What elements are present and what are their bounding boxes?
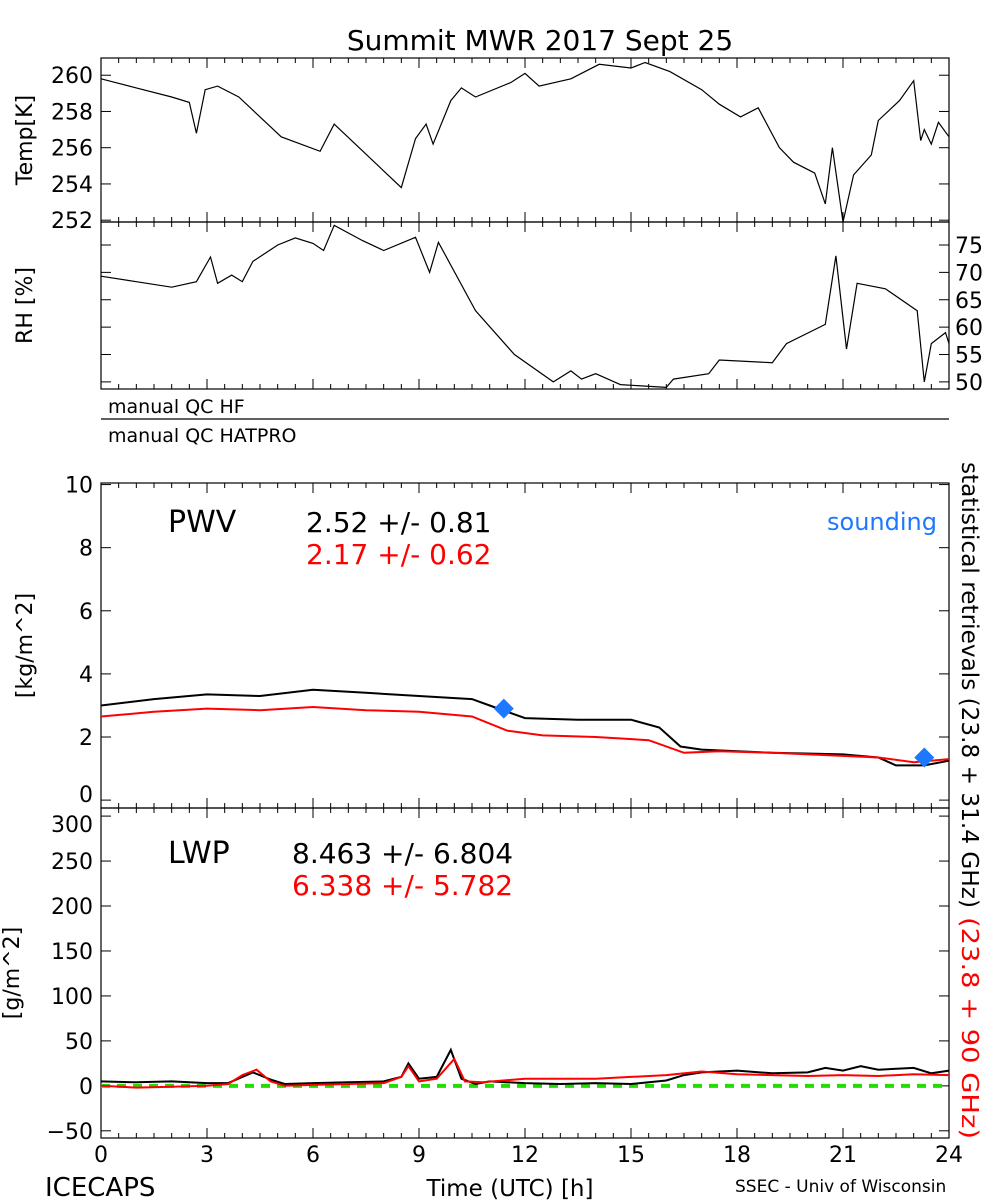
y-tick-label: 252 bbox=[51, 209, 93, 234]
x-tick-label: 21 bbox=[829, 1143, 857, 1168]
y-tick-label: 70 bbox=[955, 261, 983, 286]
panel-frame bbox=[100, 57, 950, 223]
series-line-0 bbox=[100, 61, 950, 223]
footer-left: ICECAPS bbox=[45, 1173, 155, 1200]
y-tick-label: 254 bbox=[51, 173, 93, 198]
sounding-label: sounding bbox=[827, 508, 937, 536]
y-tick-label: 260 bbox=[51, 64, 93, 89]
stats-text: 2.17 +/- 0.62 bbox=[306, 538, 492, 571]
y-tick-label: 60 bbox=[955, 316, 983, 341]
panel-2: 0 2 4 6 8 10 [kg/m^2] sounding PWV 2.52 +/- 0.812… bbox=[13, 474, 950, 809]
x-tick-label: 6 bbox=[306, 1143, 320, 1168]
panel-0: 252 254 256 258 260 Temp[K] bbox=[13, 57, 950, 234]
qc-hatpro-label: manual QC HATPRO bbox=[108, 425, 297, 447]
y-tick-label: 258 bbox=[51, 100, 93, 125]
sounding-marker bbox=[914, 747, 935, 768]
y-tick-label: 50 bbox=[955, 371, 983, 396]
y-tick-label: 300 bbox=[51, 813, 93, 838]
right-label-black: statistical retrievals (23.8 + 31.4 GHz) bbox=[956, 462, 982, 908]
sounding-marker bbox=[493, 698, 514, 719]
y-tick-label: 100 bbox=[51, 985, 93, 1010]
xaxis-title: Time (UTC) [h] bbox=[426, 1176, 594, 1200]
x-tick-label: 18 bbox=[723, 1143, 751, 1168]
panel-frame bbox=[100, 221, 950, 390]
y-axis-label: Temp[K] bbox=[13, 95, 38, 186]
x-tick-label: 24 bbox=[935, 1143, 963, 1168]
y-tick-label: 8 bbox=[79, 537, 93, 562]
y-tick-label: 256 bbox=[51, 137, 93, 162]
y-tick-label: 2 bbox=[79, 726, 93, 751]
series-line-1 bbox=[100, 705, 950, 764]
y-axis-label: [g/m^2] bbox=[0, 927, 25, 1019]
panel-3: −50 0 50 100 150 200 250 300 [g/m^2] LWP 8.463 +/-… bbox=[0, 807, 950, 1145]
y-tick-label: 55 bbox=[955, 344, 983, 369]
y-tick-label: 4 bbox=[79, 663, 93, 688]
y-tick-label: 65 bbox=[955, 289, 983, 314]
y-tick-label: 0 bbox=[79, 783, 93, 808]
right-label-red: (23.8 + 90 GHz) bbox=[956, 917, 982, 1139]
series-line-1 bbox=[100, 1057, 950, 1089]
x-tick-label: 0 bbox=[94, 1143, 108, 1168]
series-line-0 bbox=[100, 1047, 950, 1086]
y-axis-label: RH [%] bbox=[13, 267, 38, 344]
stats-text: 6.338 +/- 5.782 bbox=[292, 869, 513, 902]
y-tick-label: 150 bbox=[51, 940, 93, 965]
x-tick-label: 9 bbox=[412, 1143, 426, 1168]
y-axis-label: [kg/m^2] bbox=[13, 593, 38, 698]
y-tick-label: 0 bbox=[79, 1075, 93, 1100]
qc-hf-label: manual QC HF bbox=[108, 396, 245, 418]
y-tick-label: 200 bbox=[51, 895, 93, 920]
y-tick-label: 75 bbox=[955, 234, 983, 259]
y-tick-label: 50 bbox=[65, 1030, 93, 1055]
x-tick-label: 15 bbox=[617, 1143, 645, 1168]
chart-title: Summit MWR 2017 Sept 25 bbox=[347, 24, 733, 57]
panel-label: LWP bbox=[168, 836, 230, 871]
x-tick-label: 12 bbox=[511, 1143, 539, 1168]
footer-right: SSEC - Univ of Wisconsin bbox=[735, 1177, 946, 1197]
y-tick-label: 10 bbox=[65, 474, 93, 499]
y-tick-label: 250 bbox=[51, 850, 93, 875]
y-tick-label: −50 bbox=[47, 1120, 93, 1145]
series-line-0 bbox=[100, 224, 950, 389]
y-tick-label: 6 bbox=[79, 600, 93, 625]
panel-label: PWV bbox=[168, 505, 237, 540]
stats-text: 2.52 +/- 0.81 bbox=[306, 506, 492, 539]
stats-text: 8.463 +/- 6.804 bbox=[292, 837, 513, 870]
x-tick-label: 3 bbox=[200, 1143, 214, 1168]
